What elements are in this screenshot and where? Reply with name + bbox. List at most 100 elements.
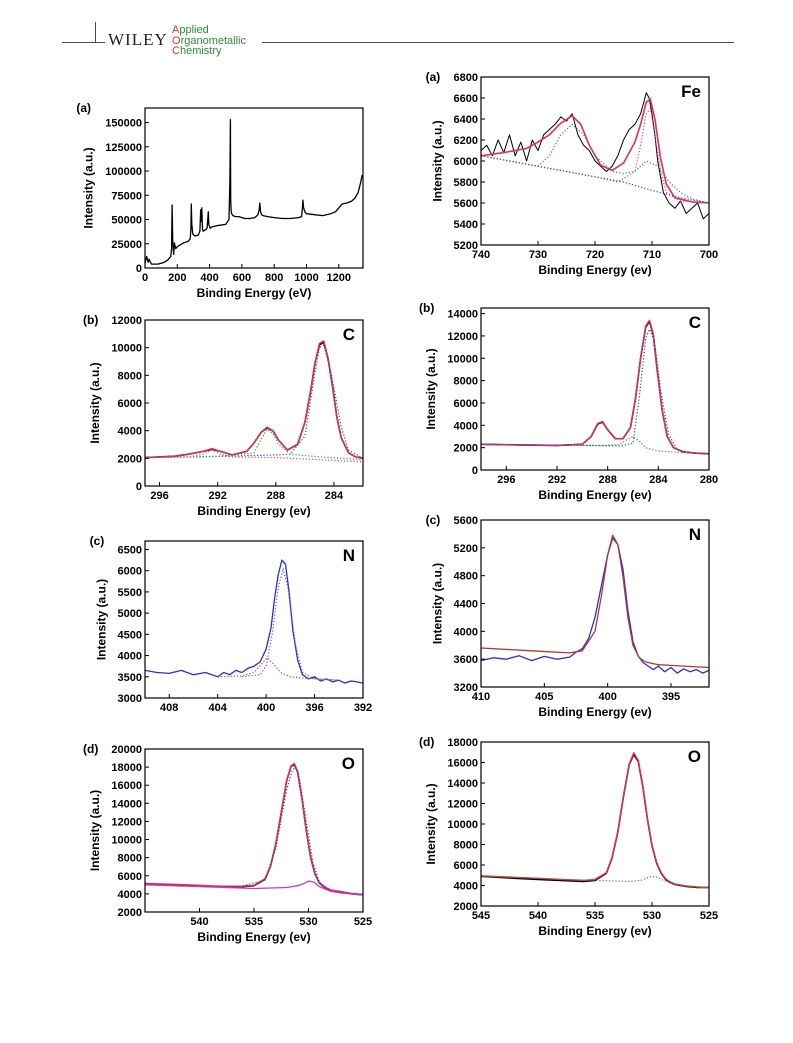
x-tick-label: 284 xyxy=(649,474,668,486)
y-tick-label: 14000 xyxy=(447,778,478,790)
chart-left-survey: 0 200 400 600 800 1000 1200 0 25000 50000 75000 100… xyxy=(76,101,364,300)
y-axis-label: Intensity (a.u.) xyxy=(424,348,438,429)
series-line-3 xyxy=(217,657,339,681)
chart-left-N: 408 404 400 396 392 3000 3500 4000 4500 5000 5500 6… xyxy=(90,534,373,714)
element-label: N xyxy=(343,546,355,565)
y-tick-label: 5200 xyxy=(454,240,478,252)
x-tick-label: 730 xyxy=(529,249,547,261)
y-tick-label: 8000 xyxy=(118,370,142,382)
journal-line-2: Organometallic xyxy=(172,34,246,47)
y-tick-label: 6600 xyxy=(454,93,478,105)
x-axis-label: Binding Energy (ev) xyxy=(538,488,651,502)
y-tick-label: 8000 xyxy=(118,853,142,865)
y-tick-label: 5800 xyxy=(454,177,478,189)
y-tick-label: 6000 xyxy=(454,860,478,872)
x-tick-label: 535 xyxy=(586,910,604,922)
y-tick-label: 3500 xyxy=(118,672,142,684)
x-tick-label: 392 xyxy=(354,702,372,714)
y-tick-label: 25000 xyxy=(111,239,142,251)
x-tick-label: 740 xyxy=(472,249,490,261)
series-line-5 xyxy=(145,449,363,463)
x-tick-label: 292 xyxy=(208,490,226,502)
x-tick-label: 540 xyxy=(529,910,547,922)
y-axis-label: Intensity (a.u.) xyxy=(95,579,109,660)
series-line-2 xyxy=(145,762,363,895)
y-tick-label: 6500 xyxy=(118,544,142,556)
y-tick-label: 5200 xyxy=(454,543,478,555)
x-tick-label: 535 xyxy=(245,916,263,928)
element-label: O xyxy=(342,754,355,773)
x-axis-label: Binding Energy (ev) xyxy=(197,504,310,518)
y-tick-label: 4000 xyxy=(454,881,478,893)
y-tick-label: 5600 xyxy=(454,198,478,210)
y-tick-label: 6200 xyxy=(454,135,478,147)
chart-right-C: 296 292 288 284 280 0 2000 4000 6000 8000 10000 120… xyxy=(419,301,718,502)
series-line-4 xyxy=(145,880,363,896)
series-line-2 xyxy=(481,98,709,204)
plot-frame xyxy=(480,519,710,688)
x-tick-label: 700 xyxy=(700,249,718,261)
x-axis-label: Binding Energy (ev) xyxy=(538,705,651,719)
x-axis-label: Binding Energy (ev) xyxy=(538,263,651,277)
x-tick-label: 530 xyxy=(299,916,317,928)
panel-label: (a) xyxy=(76,101,91,115)
series-line-3 xyxy=(145,344,363,459)
x-tick-label: 296 xyxy=(150,490,168,502)
chart-left-O: 540 535 530 525 2000 4000 6000 8000 10000 12000 14… xyxy=(83,742,372,944)
y-tick-label: 4800 xyxy=(454,571,478,583)
x-tick-label: 200 xyxy=(168,272,186,284)
element-label: N xyxy=(689,525,701,544)
x-tick-label: 525 xyxy=(700,910,718,922)
y-tick-label: 125000 xyxy=(105,142,142,154)
x-tick-label: 395 xyxy=(662,691,680,703)
plot-frame xyxy=(144,107,364,269)
panel-label: (b) xyxy=(419,301,434,315)
y-tick-label: 10000 xyxy=(447,819,478,831)
y-tick-label: 100000 xyxy=(105,166,142,178)
y-tick-label: 14000 xyxy=(447,309,478,321)
y-tick-label: 4500 xyxy=(118,629,142,641)
y-tick-label: 12000 xyxy=(111,816,142,828)
y-tick-label: 2000 xyxy=(118,907,142,919)
page-header: WILEY Applied Organometallic Chemistry xyxy=(0,0,793,70)
y-tick-label: 5400 xyxy=(454,219,478,231)
series-line-2 xyxy=(241,567,339,681)
series-line-4 xyxy=(582,435,684,454)
x-tick-label: 530 xyxy=(643,910,661,922)
y-tick-label: 5500 xyxy=(118,587,142,599)
y-tick-label: 6000 xyxy=(454,398,478,410)
x-tick-label: 284 xyxy=(325,490,344,502)
y-tick-label: 150000 xyxy=(105,118,142,130)
y-axis-label: Intensity (a.u.) xyxy=(431,563,445,644)
y-tick-label: 50000 xyxy=(111,215,142,227)
series-line-1 xyxy=(145,118,363,265)
plot-frame xyxy=(144,319,364,487)
x-tick-label: 600 xyxy=(233,272,251,284)
y-tick-label: 6400 xyxy=(454,114,478,126)
y-tick-label: 18000 xyxy=(447,737,478,749)
chart-right-O: 545 540 535 530 525 2000 4000 6000 8000 10000 1200… xyxy=(419,735,718,938)
x-tick-label: 404 xyxy=(208,702,227,714)
y-tick-label: 3000 xyxy=(118,693,142,705)
x-tick-label: 396 xyxy=(305,702,323,714)
journal-logo: Applied Organometallic Chemistry xyxy=(172,25,246,57)
x-tick-label: 410 xyxy=(472,691,490,703)
x-tick-label: 288 xyxy=(267,490,285,502)
chart-right-Fe: 740 730 720 710 700 5200 5400 5600 5800 6000 6200 6… xyxy=(426,70,719,277)
y-tick-label: 3200 xyxy=(454,682,478,694)
y-tick-label: 4000 xyxy=(118,889,142,901)
plot-frame xyxy=(480,307,710,471)
y-tick-label: 4000 xyxy=(454,626,478,638)
series-line-1 xyxy=(145,559,363,684)
plot-frame xyxy=(144,748,364,913)
x-axis-label: Binding Energy (ev) xyxy=(197,930,310,944)
series-line-5 xyxy=(481,155,709,204)
panel-label: (c) xyxy=(426,513,441,527)
series-line-2 xyxy=(145,340,363,459)
y-tick-label: 6000 xyxy=(118,566,142,578)
y-tick-label: 2000 xyxy=(118,453,142,465)
x-tick-label: 405 xyxy=(535,691,553,703)
header-tick xyxy=(95,22,96,42)
header-rule-left xyxy=(62,42,105,43)
